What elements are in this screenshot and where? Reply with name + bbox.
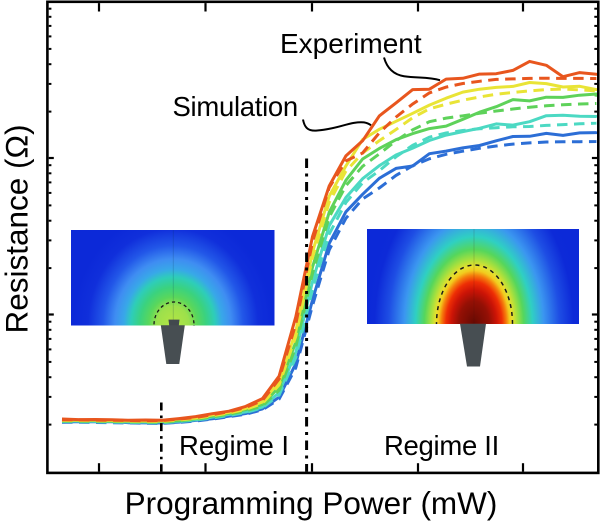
svg-text:Regime II: Regime II xyxy=(384,430,499,461)
svg-text:Simulation: Simulation xyxy=(173,91,298,122)
svg-text:Programming Power (mW): Programming Power (mW) xyxy=(125,485,498,521)
svg-text:Experiment: Experiment xyxy=(280,28,422,59)
svg-text:Regime I: Regime I xyxy=(179,430,289,461)
svg-text:Resistance (Ω): Resistance (Ω) xyxy=(0,124,34,333)
